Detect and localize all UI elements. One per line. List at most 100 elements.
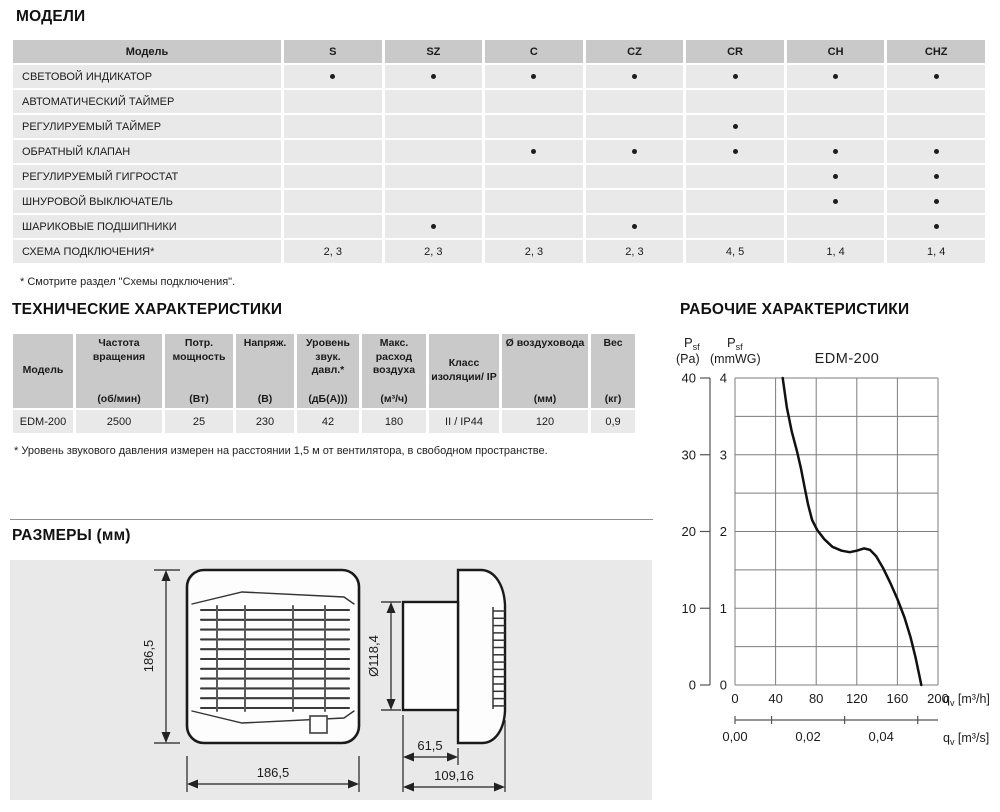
model-variant-header: CR	[686, 40, 784, 63]
feature-cell: 1, 4	[887, 240, 985, 263]
model-variant-header: SZ	[384, 40, 483, 63]
tech-header-title: Частота вращения	[92, 337, 146, 363]
dimensions-heading: РАЗМЕРЫ (мм)	[12, 527, 131, 544]
mmwg-tick-label: 1	[720, 601, 727, 616]
front-height-dimension	[154, 569, 180, 744]
tech-header-text: Вес (кг)	[591, 334, 635, 408]
feature-dot	[933, 74, 939, 80]
tech-header-title: Макс. расход воздуха	[372, 337, 416, 377]
x-tick-label-m3h: 80	[809, 691, 823, 706]
feature-cell	[585, 165, 684, 188]
feature-cell	[686, 215, 784, 238]
feature-cell	[485, 90, 583, 113]
x-tick-label-m3h: 0	[731, 691, 738, 706]
pa-tick-label: 0	[689, 678, 696, 693]
tech-heading: ТЕХНИЧЕСКИЕ ХАРАКТЕРИСТИКИ	[12, 301, 283, 318]
feature-cell	[686, 140, 784, 163]
tech-header-text: Ø воздуховода (мм)	[502, 334, 588, 408]
feature-cell	[585, 215, 684, 238]
feature-cell	[887, 215, 985, 238]
tech-column-header: Частота вращения (об/мин)	[76, 334, 162, 408]
feature-cell	[585, 115, 684, 138]
feature-dot	[531, 74, 537, 80]
tech-header-title: Потр. мощность	[172, 337, 226, 363]
mmwg-tick-label: 0	[720, 678, 727, 693]
tech-column-header: Модель	[13, 334, 73, 408]
models-features-table: Модель S SZ C CZ CR CH CHZ СВЕТОВОЙ ИНДИКАТОР АВ…	[10, 38, 988, 265]
feature-row: СВЕТОВОЙ ИНДИКАТОР	[13, 65, 985, 88]
feature-cell	[786, 115, 885, 138]
feature-cell	[284, 115, 382, 138]
mmwg-tick-label: 3	[720, 447, 727, 462]
feature-cell	[485, 190, 583, 213]
tech-column-header: Ø воздуховода (мм)	[502, 334, 588, 408]
feature-cell: 2, 3	[384, 240, 483, 263]
feature-dot	[631, 74, 637, 80]
feature-dot	[933, 149, 939, 155]
feature-cell	[686, 115, 784, 138]
tech-header-title: Вес	[603, 337, 623, 349]
feature-cell	[384, 65, 483, 88]
model-variant-header: CZ	[585, 40, 684, 63]
tech-header-text: Потр. мощность (Вт)	[165, 334, 233, 408]
total-depth-dimension	[403, 720, 506, 792]
tech-value-cell: 230	[236, 410, 294, 433]
feature-cell	[786, 190, 885, 213]
feature-dot	[430, 74, 436, 80]
feature-cell	[786, 90, 885, 113]
x-tick-label-m3h: 40	[768, 691, 782, 706]
feature-row: ШАРИКОВЫЕ ПОДШИПНИКИ	[13, 215, 985, 238]
tech-table-data-row: EDM-200 2500 25 230 42 180 II / IP44 120 0,9	[13, 410, 635, 433]
feature-cell	[686, 65, 784, 88]
models-table-header-row: Модель S SZ C CZ CR CH CHZ	[13, 40, 985, 63]
tech-column-header: Уровень звук. давл.* (дБ(А)))	[297, 334, 359, 408]
feature-cell	[887, 90, 985, 113]
x-tick-label-m3s: 0,00	[722, 729, 747, 744]
feature-cell: 4, 5	[686, 240, 784, 263]
feature-dot	[631, 224, 637, 230]
feature-cell	[485, 140, 583, 163]
feature-cell	[384, 165, 483, 188]
feature-cell	[887, 190, 985, 213]
pa-axis-unit: (Pa)	[676, 352, 700, 366]
feature-dot	[732, 124, 738, 130]
feature-cell	[284, 190, 382, 213]
feature-label: ШАРИКОВЫЕ ПОДШИПНИКИ	[13, 215, 281, 238]
tech-header-text: Частота вращения (об/мин)	[76, 334, 162, 408]
feature-label: РЕГУЛИРУЕМЫЙ ГИГРОСТАТ	[13, 165, 281, 188]
pa-tick-label: 30	[682, 447, 696, 462]
total-depth-label: 109,16	[434, 768, 474, 783]
tech-column-header: Вес (кг)	[591, 334, 635, 408]
tech-specs-table: Модель Частота вращения (об/мин) Потр. мощн…	[10, 332, 638, 435]
feature-cell	[284, 90, 382, 113]
tech-header-text: Класс изоляции/ IP	[429, 334, 499, 408]
feature-dot	[933, 224, 939, 230]
feature-cell	[585, 65, 684, 88]
feature-cell	[686, 165, 784, 188]
duct-diameter-label: Ø118,4	[366, 635, 381, 677]
x-tick-label-m3s: 0,04	[869, 729, 894, 744]
mmwg-axis-unit: (mmWG)	[710, 352, 761, 366]
feature-cell	[887, 165, 985, 188]
feature-dot	[531, 149, 537, 155]
feature-cell	[786, 165, 885, 188]
tech-header-title: Модель	[22, 364, 64, 377]
feature-cell	[284, 165, 382, 188]
tech-header-text: Модель	[13, 334, 73, 408]
performance-chart-svg: Psf (Pa) Psf (mmWG) EDM-200 010203040012…	[676, 335, 990, 747]
model-variant-header: C	[485, 40, 583, 63]
feature-dot	[732, 149, 738, 155]
feature-row: ШНУРОВОЙ ВЫКЛЮЧАТЕЛЬ	[13, 190, 985, 213]
section-divider	[10, 519, 653, 520]
feature-cell	[887, 65, 985, 88]
tech-header-title: Класс изоляции/ IP	[431, 357, 497, 383]
feature-cell: 2, 3	[284, 240, 382, 263]
feature-cell: 2, 3	[485, 240, 583, 263]
feature-dot	[833, 149, 839, 155]
feature-cell	[585, 90, 684, 113]
feature-label: РЕГУЛИРУЕМЫЙ ТАЙМЕР	[13, 115, 281, 138]
feature-row: АВТОМАТИЧЕСКИЙ ТАЙМЕР	[13, 90, 985, 113]
feature-label: ОБРАТНЫЙ КЛАПАН	[13, 140, 281, 163]
pa-tick-label: 40	[682, 371, 696, 386]
feature-cell	[384, 115, 483, 138]
